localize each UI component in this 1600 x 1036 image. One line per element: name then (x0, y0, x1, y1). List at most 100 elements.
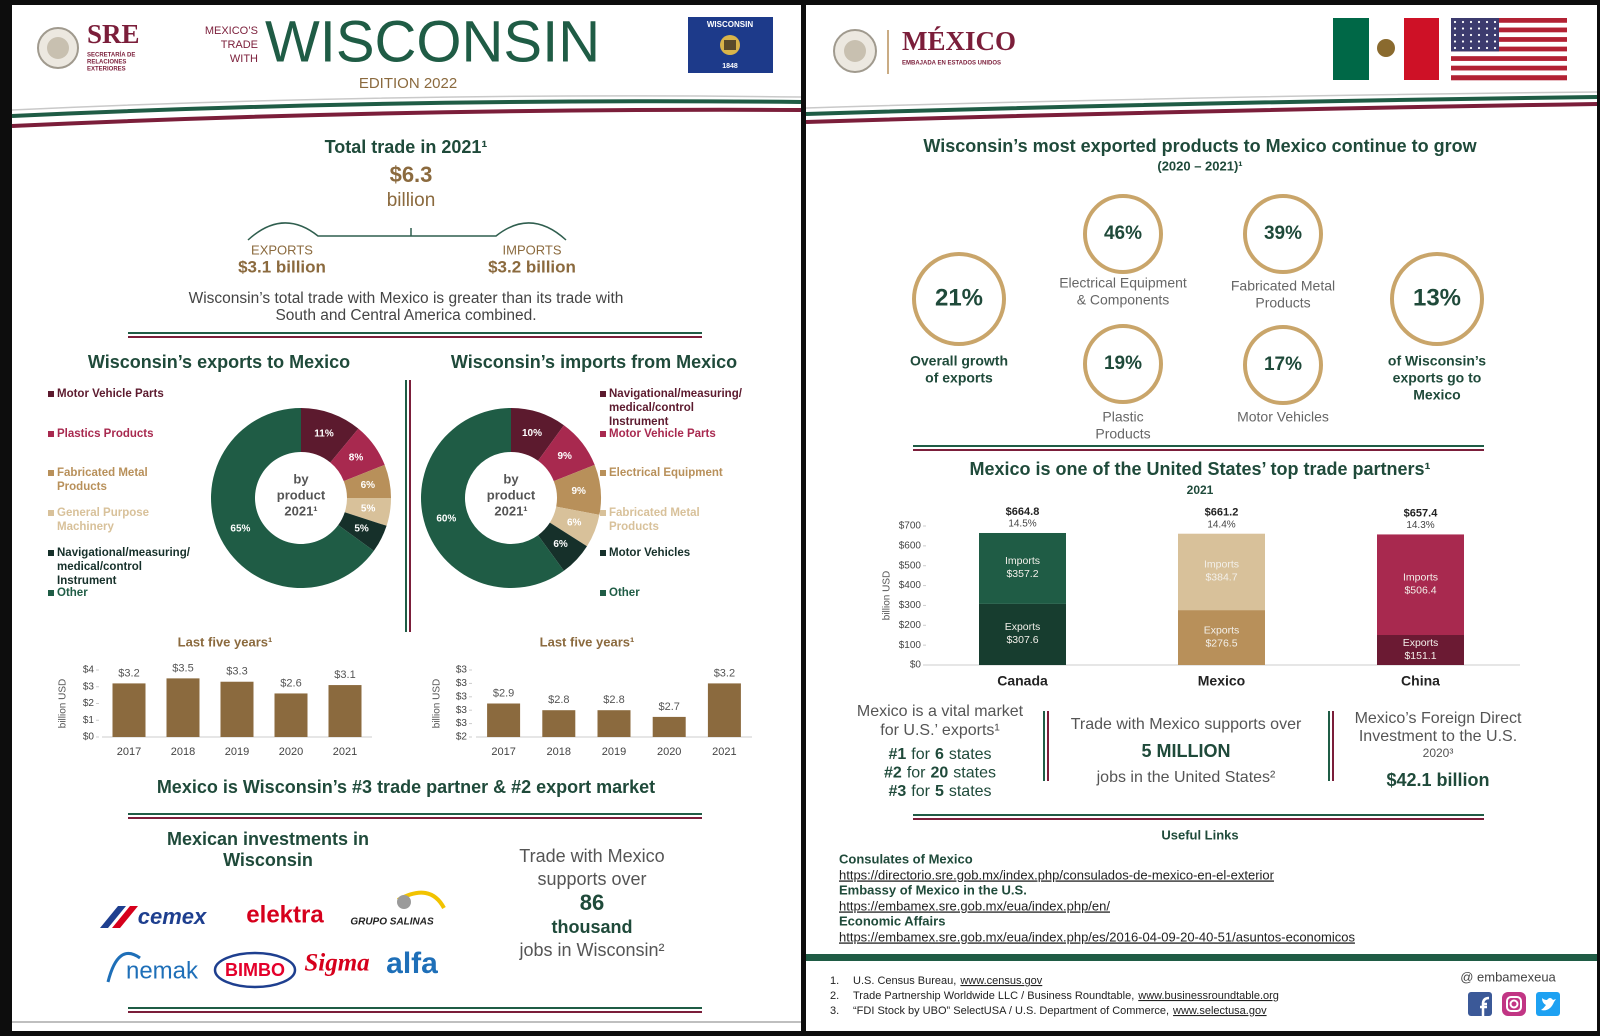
x-tick-label: 2021 (333, 746, 357, 758)
bar-value-label: $3.2 (118, 667, 139, 679)
bar (652, 716, 686, 737)
flag-stripe (1451, 41, 1567, 47)
legend-line: General Purpose (57, 507, 149, 519)
x-tick-label: 2020 (657, 746, 681, 758)
flag-star (1453, 33, 1457, 37)
stat-value: 21% (935, 284, 983, 311)
legend-line: Plastics Products (57, 428, 154, 440)
rank-prep: for (907, 765, 926, 782)
instagram-glyph (1506, 996, 1522, 1012)
facebook-icon[interactable] (1468, 992, 1492, 1016)
flag-star (1469, 46, 1473, 50)
chart-title: Last five years¹ (540, 634, 635, 649)
donut-slice (538, 425, 595, 482)
bar-value-label: $2.6 (280, 677, 301, 689)
bar (220, 681, 254, 737)
right-page (806, 5, 1597, 1031)
flag-star (1485, 27, 1489, 30)
total-label: $657.4 (1404, 507, 1439, 519)
slice-label: 6% (567, 518, 582, 529)
total-unit: billion (387, 190, 436, 211)
flag-stripe (1451, 46, 1567, 52)
stat-ring (1243, 194, 1323, 274)
stat-value: 19% (1104, 353, 1142, 374)
link-url[interactable]: https://embamex.sre.gob.mx/eua/index.php… (839, 929, 1355, 944)
flag-stripe (1451, 27, 1567, 33)
footnote: Trade Partnership Worldwide LLC / Busine… (853, 990, 1279, 1002)
edition: EDITION 2022 (359, 75, 457, 92)
footnote-number: 2. (830, 990, 839, 1002)
instagram-icon[interactable] (1502, 992, 1526, 1016)
rank: #1 (888, 746, 906, 763)
chart-subtitle: 2021 (1187, 483, 1214, 497)
legend-label: Fabricated Metal Products (609, 507, 700, 533)
legend-line: Products (57, 481, 107, 493)
bar (597, 710, 631, 737)
legend-label: Motor Vehicles (609, 547, 690, 559)
exports-label: EXPORTS (251, 242, 313, 257)
segment-value: $357.2 (1006, 568, 1038, 580)
social-icons[interactable] (1468, 992, 1560, 1016)
bar (166, 678, 200, 737)
donut-center-label: by (503, 471, 519, 486)
x-tick-label: 2018 (171, 746, 195, 758)
trade-bracket (247, 222, 567, 241)
right-emblem (833, 29, 889, 74)
flag-stripe (1451, 51, 1567, 57)
legend-label: Fabricated Metal Products (57, 467, 148, 493)
slice-label: 10% (522, 428, 542, 439)
legend-line: medical/control (609, 402, 694, 414)
social-handle: @ embamexeua (1460, 969, 1556, 984)
footnote-link[interactable]: www.census.gov (959, 975, 1042, 987)
stacked-segment (1377, 534, 1464, 635)
donut-slice (343, 464, 391, 498)
bar-value-label: $2.8 (548, 694, 569, 706)
segment-name: Exports (1005, 621, 1041, 633)
footnote-link[interactable]: www.selectusa.gov (1172, 1005, 1267, 1017)
rank-line: #1 for 6 states (888, 746, 991, 763)
segment-value: $276.5 (1205, 637, 1237, 649)
right-dividers (806, 445, 1597, 961)
exports-value: $3.1 billion (238, 257, 326, 276)
flag-stripe (1451, 70, 1567, 76)
donut-slice (538, 522, 587, 571)
total-label: $661.2 (1205, 507, 1239, 519)
flag-star (1477, 40, 1481, 43)
header-kicker: WITH (230, 53, 258, 65)
bar-value-label: $3.5 (172, 662, 193, 674)
stacked-segment (1178, 533, 1265, 611)
footnote-text: Trade Partnership Worldwide LLC / Busine… (853, 990, 1134, 1002)
legend-label: Navigational/measuring/medical/control In… (57, 547, 191, 587)
legend-line: Navigational/measuring/ (609, 388, 743, 400)
link-url[interactable]: https://directorio.sre.gob.mx/index.php/… (839, 867, 1275, 882)
slice-label: 9% (558, 451, 573, 462)
flag-star (1469, 27, 1473, 30)
link-url[interactable]: https://embamex.sre.gob.mx/eua/index.php… (839, 898, 1110, 913)
jobs-text: Trade with Mexico supports over (1071, 716, 1302, 733)
y-tick-label: $600 (899, 540, 922, 551)
donut-slice (330, 428, 385, 482)
left-swoosh (11, 95, 802, 128)
right-swoosh (805, 91, 1598, 124)
legend-label: Motor Vehicle Parts (57, 388, 164, 400)
header-kicker: TRADE (221, 39, 258, 51)
left-dividers (12, 332, 801, 1023)
y-tick-label: $3 (456, 691, 468, 702)
bar (112, 683, 146, 737)
donut-center-label: product (487, 487, 536, 502)
flag-star (1461, 40, 1465, 43)
flag-star (1485, 20, 1489, 24)
bar-value-label: $2.8 (603, 694, 624, 706)
legend-label: General Purpose Machinery (57, 507, 149, 533)
flag-stripe (1451, 32, 1567, 38)
stat-label: Motor Vehicles (1237, 409, 1329, 425)
footnote-link[interactable]: www.businessroundtable.org (1137, 990, 1279, 1002)
flag-stripe (1451, 18, 1567, 24)
bar-value-label: $3.3 (226, 666, 247, 678)
stat-ring (1083, 194, 1163, 274)
legend-swatch (48, 470, 54, 476)
y-tick-label: $0 (83, 732, 95, 743)
legend-line: Other (57, 587, 88, 599)
donut-slice (553, 464, 601, 515)
imports-label: IMPORTS (503, 242, 562, 257)
